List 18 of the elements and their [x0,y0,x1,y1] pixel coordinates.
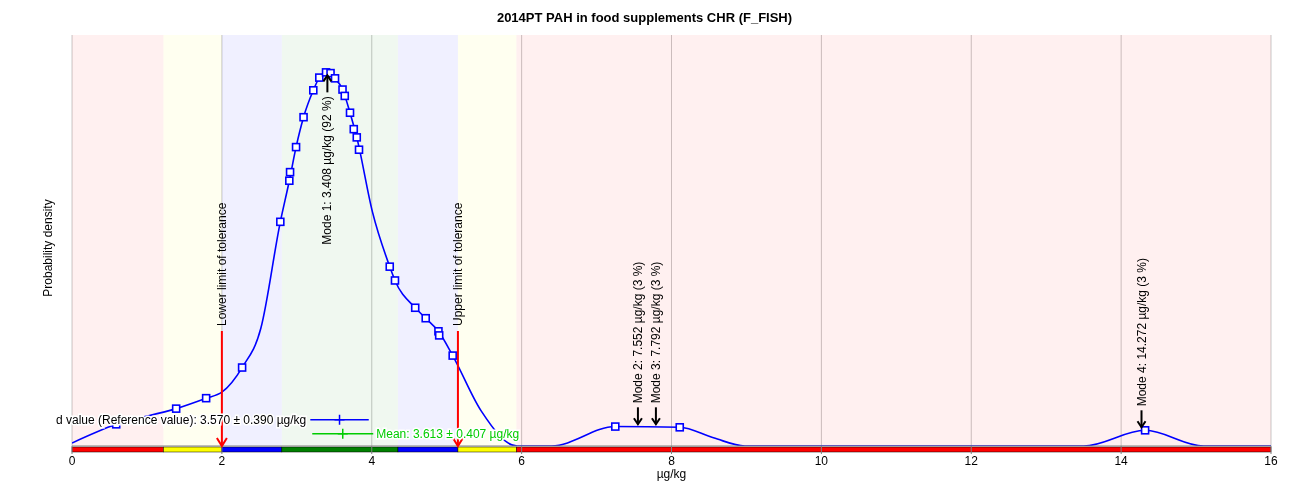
x-tick-label: 4 [368,453,376,468]
annotation: Mode 4: 14.272 µg/kg (3 %) [1134,257,1149,407]
x-tick-label: 6 [518,453,526,468]
x-axis-title: µg/kg [656,467,687,481]
x-tick-label: 0 [68,453,76,468]
x-tick-label: 16 [1264,453,1278,468]
annotation: Mode 1: 3.408 µg/kg (92 %) [320,96,335,245]
annotation: Mode 2: 7.552 µg/kg (3 %) [630,261,645,404]
chart-title: 2014PT PAH in food supplements CHR (F_FISH) [495,10,794,25]
x-tick-label: 12 [964,453,979,468]
annotation: Mode 3: 7.792 µg/kg (3 %) [648,261,663,404]
x-tick-label: 2 [218,453,226,468]
x-tick-label: 14 [1114,453,1129,468]
x-tick-label: 10 [814,453,829,468]
y-axis-title: Probability density [41,199,55,297]
ref-line-label: Lower limit of tolerance [214,202,229,326]
ref-line-label: Upper limit of tolerance [450,202,465,326]
x-tick-label: 8 [668,453,676,468]
